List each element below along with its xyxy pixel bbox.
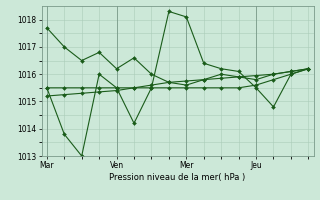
X-axis label: Pression niveau de la mer( hPa ): Pression niveau de la mer( hPa ) (109, 173, 246, 182)
